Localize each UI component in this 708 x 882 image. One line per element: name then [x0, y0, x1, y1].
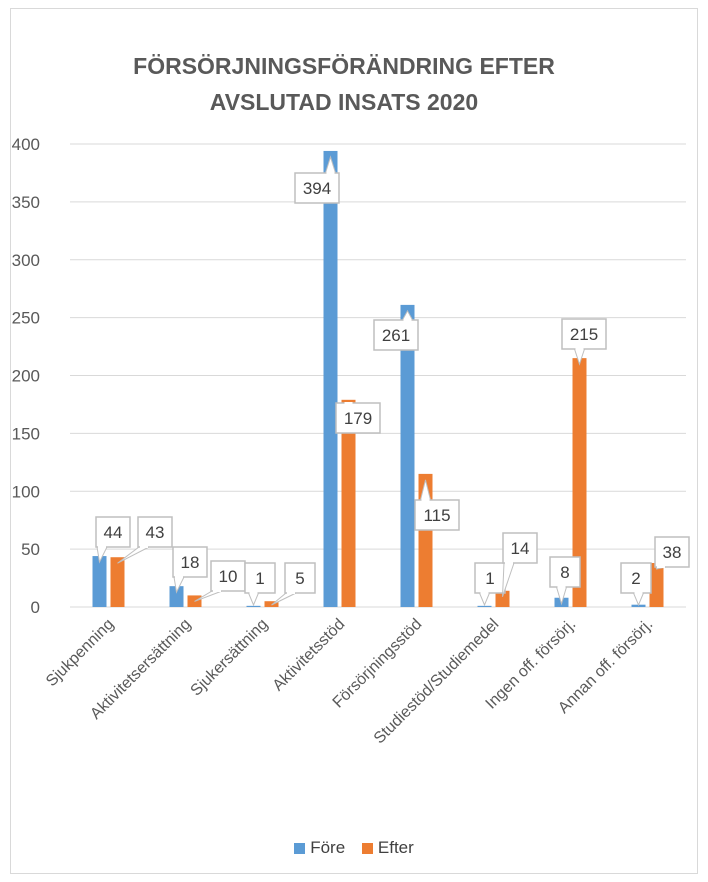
- bar-efter-7: [649, 563, 664, 607]
- data-label: 179: [344, 409, 372, 428]
- callout-box: [502, 532, 538, 564]
- data-label: 261: [382, 326, 410, 345]
- bar-fore-2: [246, 605, 261, 607]
- y-tick-label: 350: [12, 193, 40, 212]
- chart-title-line-2: AVSLUTAD INSATS 2020: [209, 89, 479, 115]
- data-label: 1: [485, 569, 494, 588]
- bar-fore-0: [92, 556, 107, 607]
- chart-title-line-1: FÖRSÖRJNINGSFÖRÄNDRING EFTER: [133, 53, 555, 79]
- data-label: 115: [423, 506, 450, 525]
- y-tick-label: 200: [12, 367, 40, 386]
- y-tick-label: 0: [31, 598, 40, 617]
- data-label: 44: [104, 523, 123, 542]
- callout-box: [373, 319, 419, 351]
- bar-fore-4: [400, 304, 415, 607]
- callout-box: [654, 536, 690, 568]
- callout-box: [172, 546, 208, 578]
- data-label: 18: [181, 553, 200, 572]
- legend-swatch-efter: [361, 842, 373, 854]
- chart-title: FÖRSÖRJNINGSFÖRÄNDRING EFTER AVSLUTAD IN…: [0, 48, 688, 120]
- legend: Före Efter: [0, 838, 708, 859]
- legend-item-fore: Före: [294, 838, 345, 858]
- callout-pointer: [247, 592, 260, 607]
- data-label: 10: [219, 567, 238, 586]
- y-tick-label: 100: [12, 482, 40, 501]
- data-label: 5: [295, 569, 304, 588]
- y-tick-label: 400: [12, 135, 40, 154]
- legend-label-fore: Före: [310, 838, 346, 857]
- callout-box: [244, 562, 276, 594]
- y-tick-label: 250: [12, 309, 40, 328]
- legend-label-efter: Efter: [377, 838, 414, 857]
- bar-fore-3: [323, 150, 338, 607]
- bar-efter-0: [110, 557, 125, 607]
- callout-box: [210, 560, 246, 592]
- x-tick-label: Sjukpenning: [43, 616, 117, 690]
- y-tick-label: 50: [21, 540, 40, 559]
- bar-efter-5: [495, 590, 510, 607]
- bar-efter-3: [341, 399, 356, 607]
- data-label: 38: [663, 543, 682, 562]
- legend-swatch-fore: [294, 842, 306, 854]
- bar-fore-1: [169, 586, 184, 607]
- callout-box: [137, 516, 173, 548]
- data-label: 1: [255, 569, 264, 588]
- data-label: 215: [570, 325, 598, 344]
- bar-fore-5: [477, 605, 492, 607]
- bar-efter-6: [572, 358, 587, 607]
- callout-box: [284, 562, 316, 594]
- x-tick-label: Studiestöd/Studiemedel: [371, 616, 503, 748]
- callout-box: [335, 402, 381, 434]
- callout-pointer: [478, 592, 491, 607]
- callout-box: [95, 516, 131, 548]
- legend-item-efter: Efter: [361, 838, 414, 858]
- y-tick-label: 150: [12, 424, 40, 443]
- data-label: 394: [303, 179, 331, 198]
- y-tick-label: 300: [12, 251, 40, 270]
- callout-box: [561, 318, 607, 350]
- callout-box: [549, 556, 581, 588]
- data-label: 2: [631, 569, 640, 588]
- x-tick-label: Sjukersättning: [188, 616, 272, 700]
- callout-box: [414, 499, 460, 531]
- callout-box: [474, 562, 506, 594]
- bar-efter-2: [264, 601, 279, 607]
- data-label: 14: [511, 539, 530, 558]
- x-tick-label: Aktivitetsstöd: [270, 616, 349, 695]
- callout-pointer: [271, 592, 297, 606]
- callout-pointer: [632, 592, 645, 607]
- data-label: 43: [146, 523, 165, 542]
- data-label: 8: [560, 563, 569, 582]
- callout-box: [294, 172, 340, 204]
